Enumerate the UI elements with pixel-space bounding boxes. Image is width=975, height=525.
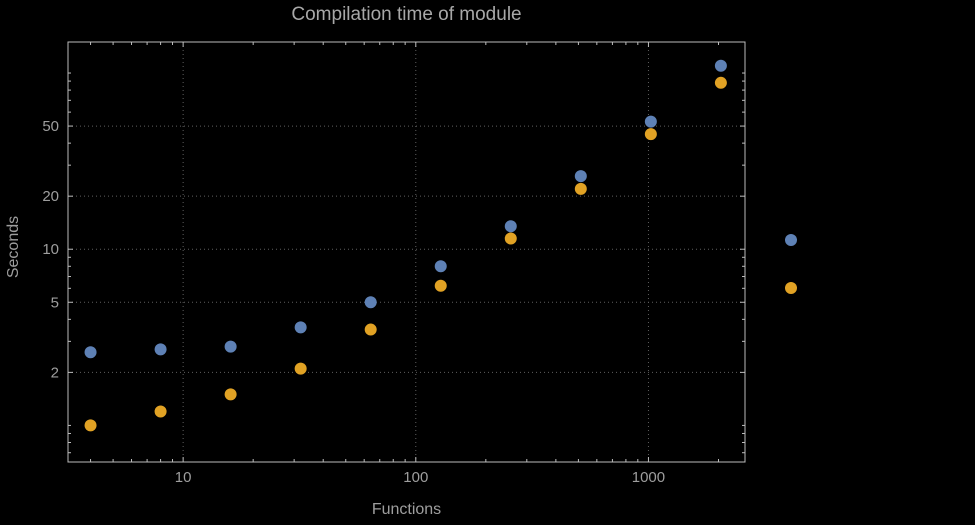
- data-point-series-2: [294, 362, 307, 375]
- data-point-series-2: [504, 232, 517, 245]
- data-point-series-2: [224, 388, 237, 401]
- x-tick-label: 1000: [632, 469, 665, 486]
- data-point-series-2: [714, 76, 727, 89]
- data-point-series-1: [154, 343, 167, 356]
- y-tick-label: 5: [51, 294, 59, 311]
- data-point-series-2: [84, 419, 97, 432]
- legend-marker-series-1: [785, 234, 797, 246]
- x-axis-label: Functions: [371, 501, 442, 518]
- data-point-series-2: [434, 279, 447, 292]
- data-point-series-1: [84, 346, 97, 359]
- data-point-series-1: [364, 296, 377, 309]
- data-point-series-2: [644, 128, 657, 141]
- data-point-series-2: [154, 405, 167, 418]
- data-point-series-1: [574, 170, 587, 183]
- plot-frame: [67, 41, 746, 463]
- x-tick-label: 10: [175, 469, 192, 486]
- y-tick-label: 2: [51, 364, 59, 381]
- data-point-series-2: [364, 323, 377, 336]
- data-point-series-1: [294, 321, 307, 334]
- x-tick-label: 100: [403, 469, 428, 486]
- y-tick-label: 10: [42, 241, 59, 258]
- chart-title: Compilation time of module: [291, 4, 522, 25]
- y-tick-label: 50: [42, 118, 59, 135]
- data-point-series-1: [434, 260, 447, 273]
- data-point-series-1: [224, 340, 237, 353]
- legend-marker-series-2: [785, 282, 797, 294]
- data-point-series-1: [644, 115, 657, 128]
- y-tick-label: 20: [42, 188, 59, 205]
- y-axis-label: Seconds: [5, 215, 22, 279]
- data-point-series-1: [504, 220, 517, 233]
- data-point-series-1: [714, 59, 727, 72]
- data-point-series-2: [574, 182, 587, 195]
